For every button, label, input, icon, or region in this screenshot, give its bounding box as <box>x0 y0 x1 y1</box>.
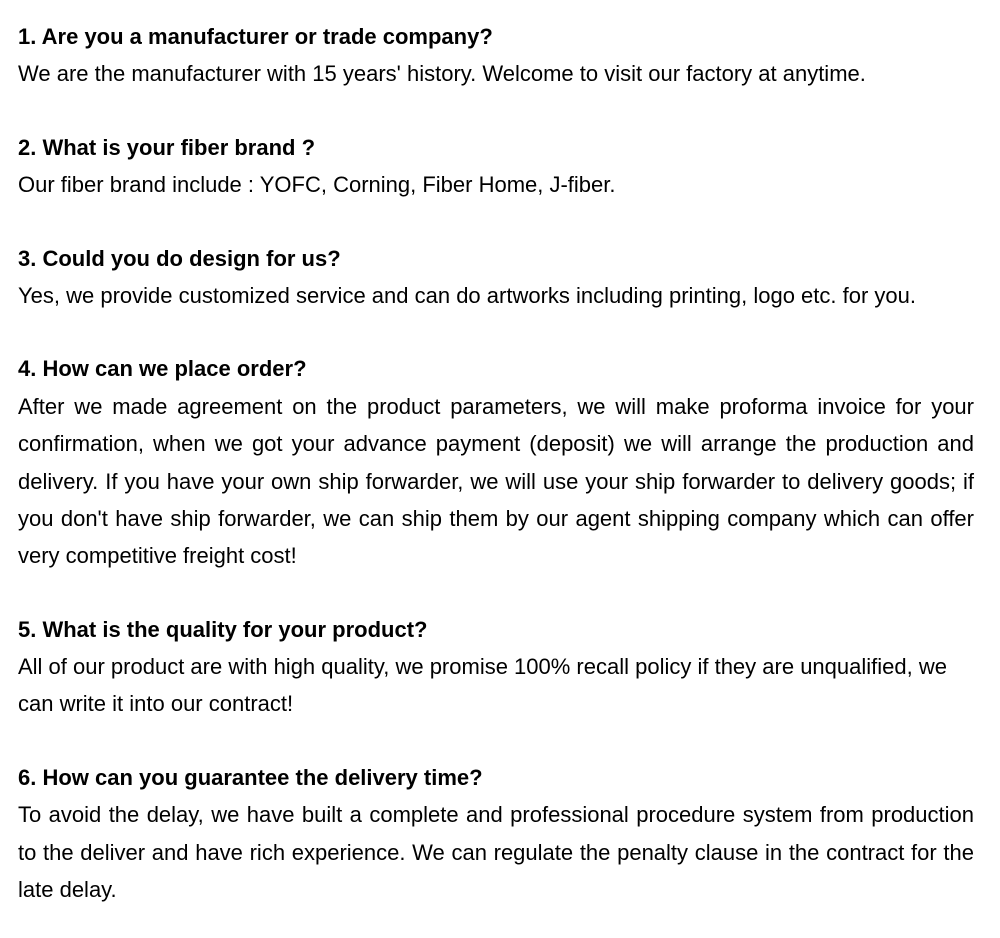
faq-answer: After we made agreement on the product p… <box>18 388 974 575</box>
faq-answer: Yes, we provide customized service and c… <box>18 277 974 314</box>
faq-answer: We are the manufacturer with 15 years' h… <box>18 55 974 92</box>
faq-answer: To avoid the delay, we have built a comp… <box>18 796 974 908</box>
faq-question: 1. Are you a manufacturer or trade compa… <box>18 18 974 55</box>
faq-answer: Our fiber brand include : YOFC, Corning,… <box>18 166 974 203</box>
faq-answer: All of our product are with high quality… <box>18 648 974 723</box>
faq-question: 3. Could you do design for us? <box>18 240 974 277</box>
faq-list: 1. Are you a manufacturer or trade compa… <box>18 18 974 908</box>
faq-question: 5. What is the quality for your product? <box>18 611 974 648</box>
faq-item: 3. Could you do design for us? Yes, we p… <box>18 240 974 315</box>
faq-item: 2. What is your fiber brand ? Our fiber … <box>18 129 974 204</box>
faq-question: 2. What is your fiber brand ? <box>18 129 974 166</box>
faq-item: 6. How can you guarantee the delivery ti… <box>18 759 974 909</box>
faq-item: 4. How can we place order? After we made… <box>18 350 974 574</box>
faq-item: 1. Are you a manufacturer or trade compa… <box>18 18 974 93</box>
faq-question: 6. How can you guarantee the delivery ti… <box>18 759 974 796</box>
faq-question: 4. How can we place order? <box>18 350 974 387</box>
faq-item: 5. What is the quality for your product?… <box>18 611 974 723</box>
